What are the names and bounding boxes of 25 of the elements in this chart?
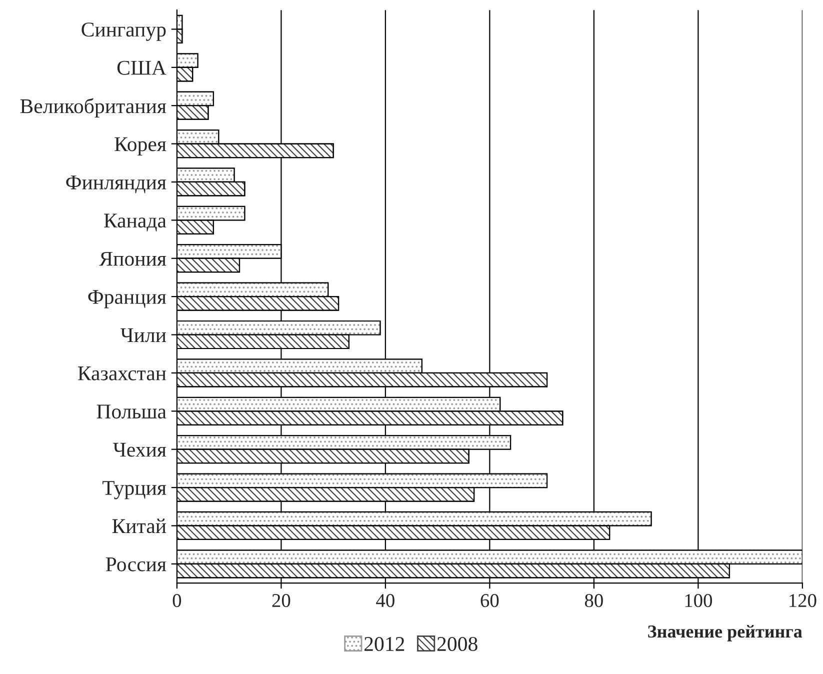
x-tick-label: 0 xyxy=(172,594,182,608)
legend-label: 2012 xyxy=(364,636,404,652)
y-tick-label: Канада xyxy=(104,214,166,232)
x-tick-label: 60 xyxy=(480,594,499,608)
x-tick-label: 100 xyxy=(685,594,712,608)
y-tick-label: Турция xyxy=(102,481,166,500)
y-tick-label: Чили xyxy=(120,328,166,342)
y-tick-label: Чехия xyxy=(113,442,166,457)
y-tick-label: Сингапур xyxy=(82,22,166,41)
y-tick-label: Россия xyxy=(106,558,166,572)
y-tick-label: США xyxy=(117,60,166,75)
y-tick-label: Франция xyxy=(88,290,166,308)
x-tick-label: 40 xyxy=(376,594,394,608)
x-axis-title: Значение рейтинга xyxy=(648,625,802,642)
x-tick-label: 120 xyxy=(790,594,816,608)
y-tick-label: Казахстан xyxy=(78,366,166,380)
y-tick-label: Польша xyxy=(96,404,166,419)
x-tick-label: 20 xyxy=(272,594,290,608)
x-tick-label: 80 xyxy=(584,594,603,608)
legend-label: 2008 xyxy=(437,636,478,652)
y-tick-label: Китай xyxy=(112,518,166,534)
y-tick-label: Япония xyxy=(99,252,166,266)
y-tick-label: Корея xyxy=(114,137,166,156)
y-tick-label: Финляндия xyxy=(66,176,166,194)
y-tick-label: Великобритания xyxy=(20,98,166,118)
